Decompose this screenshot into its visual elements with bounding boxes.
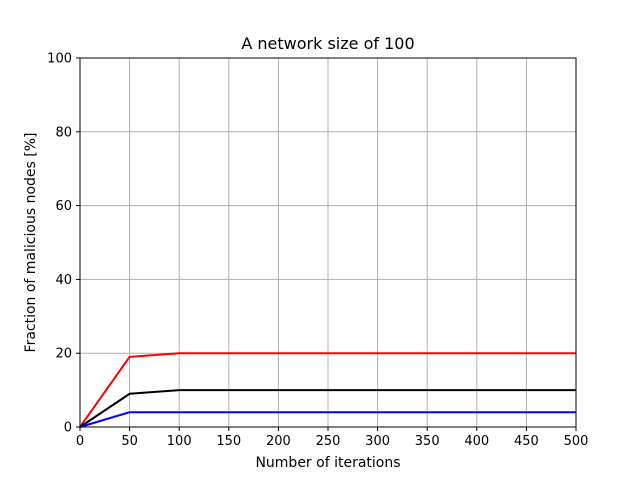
x-tick-label: 100 <box>167 434 192 449</box>
x-axis-title: Number of iterations <box>255 455 400 471</box>
y-tick-label: 40 <box>55 273 72 288</box>
ticks: 0 50 100 150 200 250 300 350 400 450 500 0 20 40 60 80 1… <box>47 52 588 450</box>
x-tick-label: 250 <box>316 434 341 449</box>
y-tick-label: 60 <box>55 199 72 214</box>
x-tick-label: 150 <box>216 434 241 449</box>
grid <box>79 57 577 428</box>
x-tick-label: 400 <box>464 434 489 449</box>
x-tick-label: 350 <box>415 434 440 449</box>
x-tick-label: 450 <box>514 434 539 449</box>
series-layer <box>79 352 576 428</box>
x-tick-label: 300 <box>365 434 390 449</box>
x-tick-label: 0 <box>76 434 84 449</box>
x-tick-label: 200 <box>266 434 291 449</box>
x-tick-label: 500 <box>564 434 589 449</box>
y-tick-label: 100 <box>47 52 72 67</box>
y-axis-title: Fraction of malicious nodes [%] <box>23 133 39 353</box>
y-tick-label: 0 <box>64 421 72 436</box>
series-line-3 <box>79 411 576 428</box>
y-tick-label: 80 <box>55 125 72 140</box>
y-tick-label: 20 <box>55 347 72 362</box>
series-line-2 <box>79 389 576 428</box>
chart-title: A network size of 100 <box>241 34 414 53</box>
series-line-1 <box>79 352 576 428</box>
x-tick-label: 50 <box>121 434 138 449</box>
